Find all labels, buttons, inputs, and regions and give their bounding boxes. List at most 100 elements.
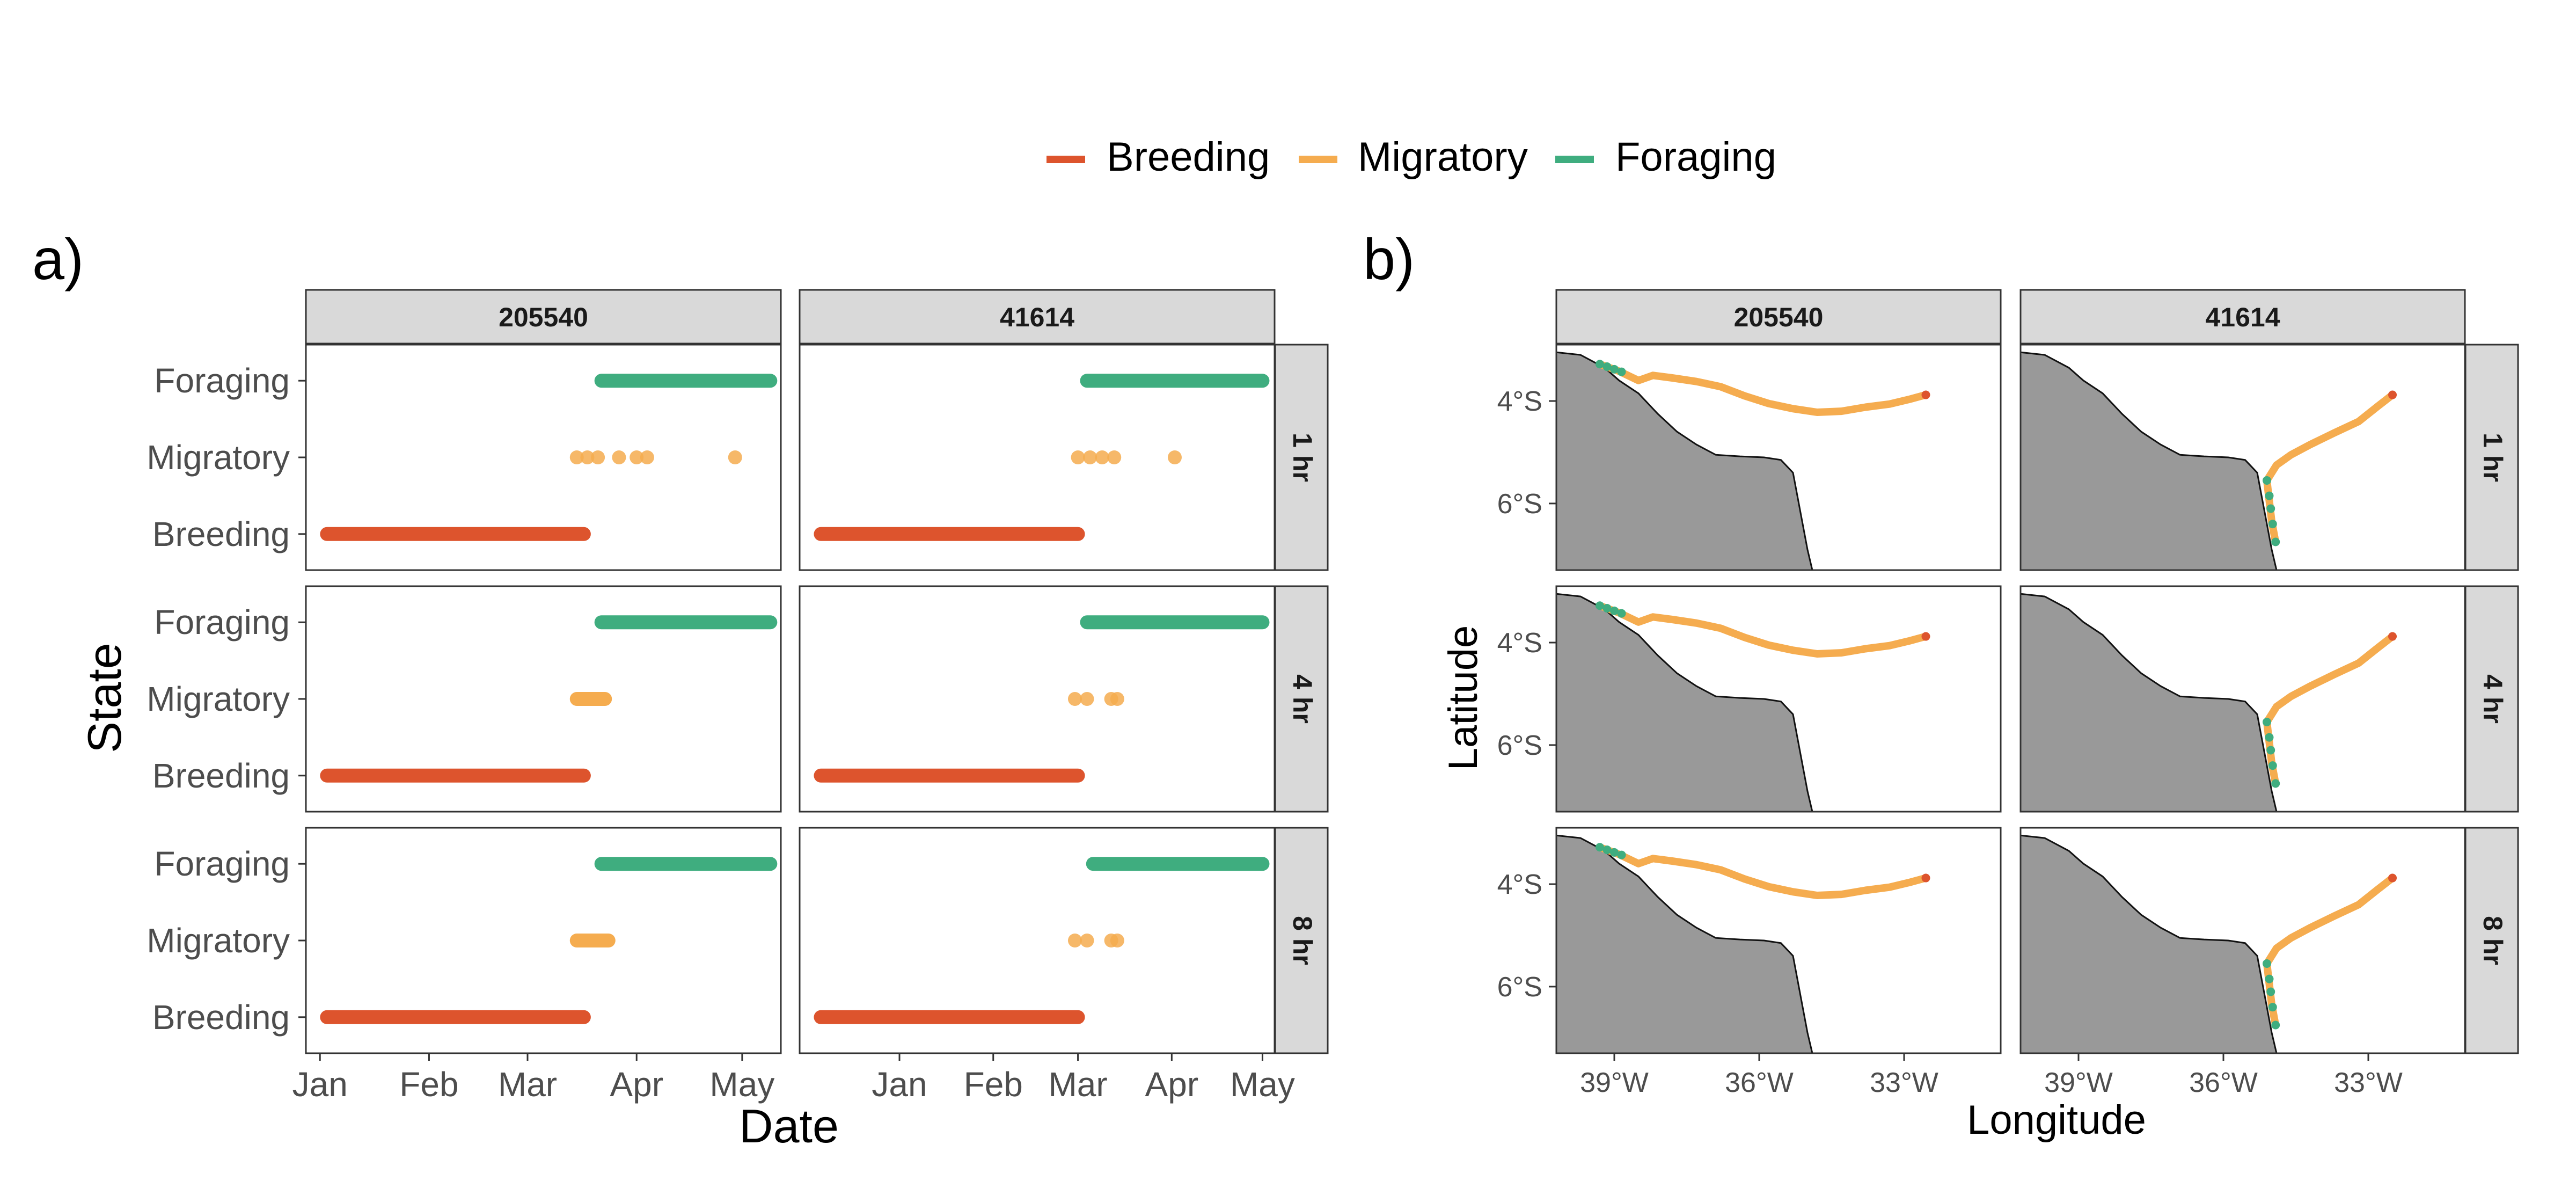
track-point-breeding (2388, 632, 2397, 641)
track-point-foraging (1610, 364, 1619, 374)
y-tick-label: Foraging (154, 361, 290, 400)
track-point-foraging (1596, 360, 1604, 369)
state-point-migratory (640, 450, 654, 464)
track-point-foraging (2266, 987, 2275, 996)
map-frame (1555, 585, 2002, 813)
track-point-breeding (1921, 873, 1930, 883)
panel-b-xlabel: Longitude (1967, 1097, 2146, 1143)
lon-tick-label: 33°W (2334, 1067, 2403, 1098)
state-point-migratory (630, 450, 644, 464)
lat-tick-label: 6°S (1497, 489, 1542, 520)
panel-a-xlabel: Date (739, 1099, 839, 1153)
track-point-foraging (2263, 717, 2271, 726)
track-point-foraging (2266, 504, 2275, 513)
facet-strip-a-41614 (799, 289, 1276, 345)
facet-strip-b-205540 (1555, 289, 2002, 345)
track-migratory (1596, 843, 1930, 899)
track-point-foraging (1617, 609, 1626, 618)
facet-row-label: 8 hr (2478, 916, 2508, 965)
map-frame (2019, 585, 2466, 813)
track-point-foraging (2271, 537, 2280, 546)
y-tick-label: Migratory (147, 921, 290, 960)
facet-row-strip-a (1274, 827, 1329, 1054)
facet-row-label: 8 hr (1287, 916, 1318, 965)
x-tick-label: Mar (1048, 1065, 1107, 1104)
facet-row-strip-b (2464, 585, 2519, 813)
x-tick-label: Jan (292, 1065, 348, 1104)
facet-row-label: 1 hr (1287, 433, 1318, 482)
track-point-breeding (2388, 390, 2397, 399)
track-point-foraging (1610, 606, 1619, 615)
state-point-migratory (612, 450, 626, 464)
panel-a-ylabel: State (78, 643, 131, 753)
track-point-foraging (1610, 848, 1619, 857)
panel-b-ylabel: Latitude (1440, 625, 1486, 770)
track-point-foraging (2271, 1020, 2280, 1030)
facet-row-strip-a (1274, 585, 1329, 813)
facet-strip-label: 41614 (2205, 302, 2280, 332)
facet-row-strip-b (2464, 344, 2519, 571)
legend-label-migratory: Migratory (1358, 134, 1528, 180)
track-point-foraging (2268, 1003, 2277, 1012)
state-point-migratory (1067, 934, 1082, 947)
state-point-migratory (1107, 450, 1122, 464)
map-frame (2019, 827, 2466, 1054)
track-point-foraging (2271, 779, 2280, 788)
track-point-foraging (1617, 850, 1626, 859)
x-tick-label: Jan (872, 1065, 927, 1104)
y-tick-label: Foraging (154, 603, 290, 641)
y-tick-label: Foraging (154, 844, 290, 883)
facet-strip-label: 205540 (499, 302, 588, 332)
facet-strip-label: 205540 (1734, 302, 1824, 332)
lat-tick-label: 6°S (1497, 972, 1542, 1003)
map-frame (1555, 827, 2002, 1054)
facet-strip-b-41614 (2019, 289, 2466, 345)
state-point-migratory (1083, 450, 1097, 464)
lat-tick-label: 4°S (1497, 386, 1542, 417)
track-migratory (1596, 602, 1930, 658)
land-coastline (2021, 349, 2278, 570)
x-tick-label: Feb (399, 1065, 458, 1104)
facet-row-strip-a (1274, 344, 1329, 571)
state-point-migratory (569, 450, 584, 464)
lat-tick-label: 4°S (1497, 628, 1542, 659)
y-tick-label: Migratory (147, 680, 290, 718)
legend-label-foraging: Foraging (1615, 134, 1776, 180)
map-frame (2019, 344, 2466, 571)
lat-tick-label: 6°S (1497, 730, 1542, 761)
lat-tick-label: 4°S (1497, 869, 1542, 900)
lon-tick-label: 39°W (2044, 1067, 2113, 1098)
lon-tick-label: 33°W (1870, 1067, 1938, 1098)
track-point-foraging (2266, 746, 2275, 755)
track-point-foraging (2263, 476, 2271, 485)
facet-strip-label: 41614 (1000, 302, 1074, 332)
land-coastline (1556, 590, 1813, 812)
x-tick-label: Mar (498, 1065, 557, 1104)
track-point-foraging (1596, 601, 1604, 610)
state-point-migratory (728, 450, 742, 464)
track-point-breeding (1921, 632, 1930, 641)
x-tick-label: Apr (1145, 1065, 1199, 1104)
state-point-migratory (1110, 934, 1124, 947)
track-point-foraging (1602, 362, 1612, 371)
state-point-migratory (1071, 450, 1085, 464)
track-migratory (1596, 360, 1930, 416)
y-tick-label: Migratory (147, 438, 290, 477)
state-point-migratory (1080, 934, 1094, 947)
state-point-migratory (1080, 692, 1094, 706)
track-point-foraging (1602, 845, 1612, 855)
map-frame (1555, 344, 2002, 571)
y-tick-label: Breeding (152, 515, 290, 553)
land-coastline (1556, 832, 1813, 1053)
track-point-foraging (1596, 843, 1604, 852)
state-point-migratory (1167, 450, 1182, 464)
panel-b-tag: b) (1363, 227, 1415, 291)
state-point-migratory (1110, 692, 1124, 706)
track-point-foraging (2263, 959, 2271, 968)
x-tick-label: Apr (610, 1065, 663, 1104)
legend: Breeding Migratory Foraging (1046, 134, 1776, 180)
state-point-migratory (591, 450, 605, 464)
track-point-foraging (1602, 604, 1612, 613)
facet-row-label: 4 hr (2478, 674, 2508, 724)
panel-b-map: 205540 41614 1 hr 4 hr 8 hr 4°S 6°S 4°S 6°S 4°S 6°… (1497, 289, 2519, 1098)
